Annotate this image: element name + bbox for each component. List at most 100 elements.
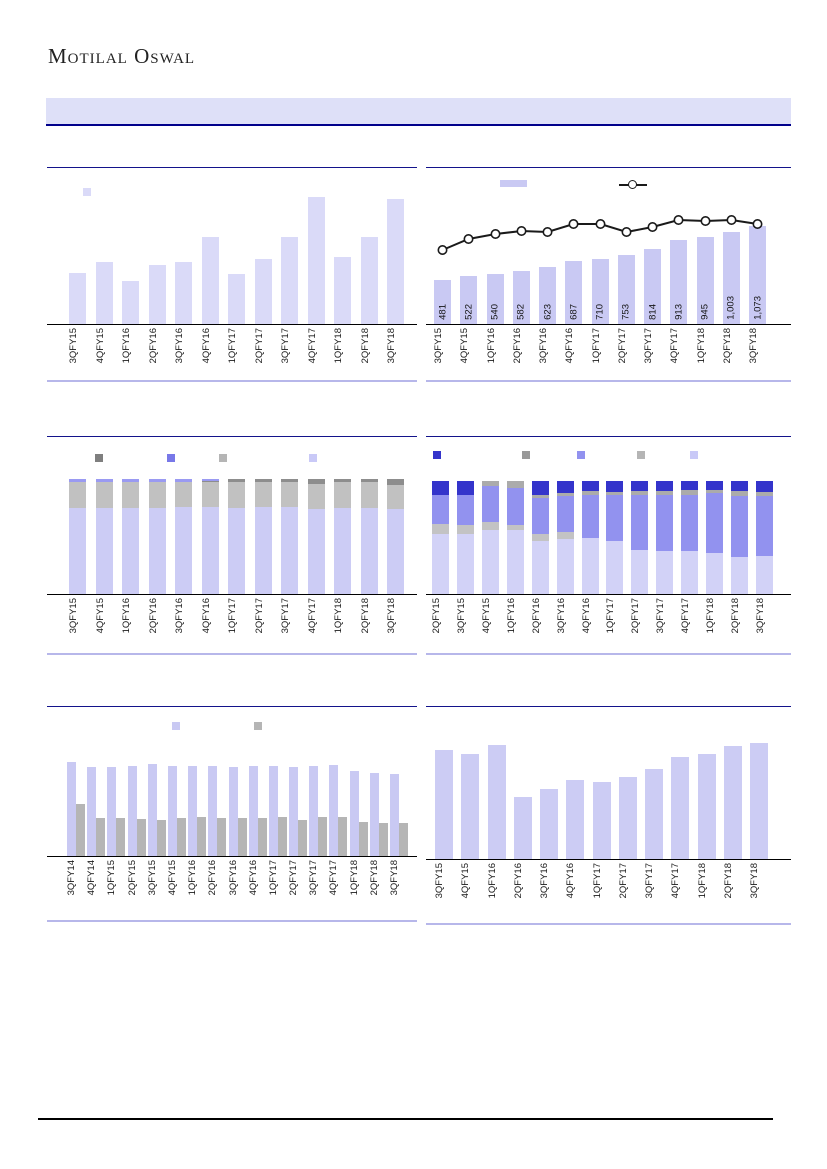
plot-area [426, 437, 791, 595]
bar [167, 766, 177, 856]
bar-segment [656, 481, 674, 492]
legend-swatch [690, 451, 698, 459]
x-axis-label: 3QFY17 [643, 328, 654, 364]
x-axis-label: 4QFY16 [200, 598, 212, 634]
bar [228, 767, 238, 856]
bar-segment [656, 551, 674, 594]
stacked-bar [228, 479, 245, 594]
x-axis-label: 2QFY17 [253, 328, 265, 364]
bar [338, 817, 348, 856]
bar-group [67, 762, 85, 856]
bar-group [329, 765, 348, 856]
x-axis-label: 4QFY15 [94, 328, 106, 364]
line-marker [595, 218, 606, 229]
x-axis-label: 2QFY18 [368, 860, 380, 896]
legend-line-marker [619, 180, 647, 189]
bar: 481 [434, 280, 451, 324]
bar-segment [706, 493, 724, 554]
bar-segment [556, 538, 574, 594]
x-axis-label: 4QFY15 [480, 598, 492, 634]
bar-value-label: 753 [620, 304, 632, 320]
x-axis-label: 1QFY15 [106, 860, 118, 896]
bar-segment [755, 495, 773, 556]
x-axis-label: 2QFY16 [207, 860, 219, 896]
bar-value-label: 522 [463, 304, 474, 320]
x-axis-label: 3QFY16 [538, 328, 549, 364]
bar [390, 774, 399, 856]
bar-segment [556, 493, 574, 496]
x-axis-label: 4QFY16 [247, 860, 259, 896]
bar-segment [481, 521, 499, 530]
x-axis-label: 2QFY16 [530, 598, 542, 634]
x-axis-label: 4QFY17 [669, 328, 681, 364]
bar-segment [387, 484, 404, 509]
bar-segment [281, 482, 298, 507]
stacked-bar [95, 479, 113, 594]
line-marker [726, 214, 737, 225]
x-axis-labels: 3QFY15 4QFY15 1QFY16 2QFY16 3QFY16 4QFY16 1QFY… [47, 325, 417, 380]
bar-segment [581, 491, 599, 495]
bar-segment [631, 481, 649, 492]
bar: 710 [591, 259, 609, 324]
x-axis-label: 4QFY15 [166, 860, 178, 896]
x-axis-labels: 2QFY15 3QFY15 4QFY15 1QFY16 2QFY16 3QFY16 4QFY… [426, 595, 791, 653]
bar-group [349, 771, 368, 856]
x-axis-label: 4QFY17 [680, 598, 692, 634]
bar-segment [706, 490, 724, 494]
x-axis-label: 2QFY16 [511, 328, 523, 364]
header-banner [46, 98, 791, 126]
x-axis-label: 2QFY17 [616, 328, 628, 364]
legend-swatch [172, 722, 180, 730]
bar-segment [307, 508, 325, 594]
bar-segment [531, 481, 549, 495]
bar [228, 274, 245, 324]
stacked-bar [481, 481, 499, 594]
x-axis-label: 3QFY17 [280, 328, 291, 364]
x-axis-label: 2QFY15 [431, 598, 442, 634]
bar-group [248, 766, 267, 856]
stacked-bar [656, 481, 674, 594]
x-axis-label: 2QFY18 [730, 598, 742, 634]
plot-area [47, 437, 417, 595]
bar-segment [731, 481, 749, 492]
bar [277, 817, 287, 856]
bar-segment [228, 482, 245, 508]
x-axis-label: 3QFY14 [66, 860, 77, 896]
bar [349, 771, 359, 856]
bar-segment [731, 495, 749, 557]
bar-segment [531, 494, 549, 498]
x-axis-label: 3QFY15 [434, 863, 445, 899]
line-marker [516, 225, 527, 236]
bar-group [309, 766, 328, 856]
bar-segment [506, 487, 524, 526]
bar [188, 766, 198, 856]
stacked-bar [360, 479, 378, 594]
stacked-bar [581, 481, 599, 594]
bar-segment [228, 479, 245, 483]
bar-segment [281, 479, 298, 483]
bar: 687 [565, 261, 583, 324]
x-axis-label: 3QFY17 [644, 863, 655, 899]
legend-swatch [219, 454, 227, 462]
x-axis-label: 3QFY15 [433, 328, 444, 364]
bar [248, 766, 258, 856]
bar [281, 237, 298, 324]
x-axis-label: 1QFY18 [705, 598, 717, 634]
bar-group [208, 766, 227, 856]
bar [257, 818, 267, 856]
bar-group [289, 767, 308, 856]
bar [156, 820, 166, 856]
x-axis-label: 3QFY15 [68, 328, 79, 364]
x-axis-labels: 3QFY15 4QFY15 1QFY16 2QFY16 3QFY16 4QFY16 1QFY… [426, 325, 791, 380]
bar-segment [731, 556, 749, 594]
bar [268, 766, 278, 856]
bar-segment [481, 481, 499, 486]
bar-segment [656, 491, 674, 495]
bar: 540 [486, 274, 504, 324]
bar-group [268, 766, 287, 856]
legend-swatch [309, 454, 317, 462]
bar-segment [631, 494, 649, 550]
bar-segment [731, 491, 749, 496]
bar [67, 762, 76, 856]
plot-area [47, 168, 417, 325]
